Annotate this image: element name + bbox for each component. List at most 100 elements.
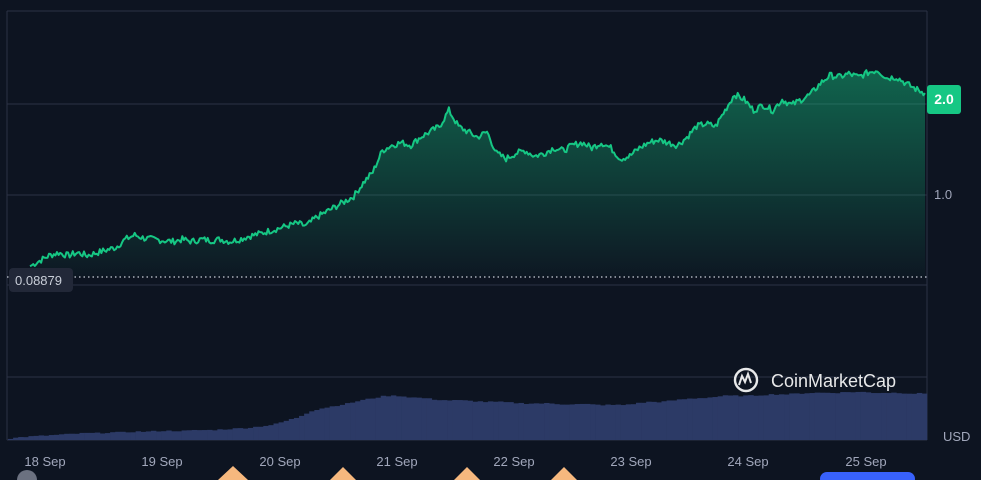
volume-bar (477, 401, 484, 440)
volume-bar (181, 430, 187, 440)
volume-bar (339, 404, 346, 440)
volume-bar (130, 432, 136, 440)
volume-bar (411, 397, 417, 440)
volume-bar (860, 391, 867, 440)
volume-bar (758, 395, 764, 440)
volume-bar (79, 432, 85, 440)
volume-bar (763, 395, 770, 440)
volume-bar (283, 420, 290, 440)
volume-bar (247, 427, 254, 440)
volume-bar (855, 391, 861, 440)
volume-bar (416, 397, 422, 440)
volume-bar (661, 401, 667, 440)
volume-bar (13, 437, 19, 440)
volume-bar (99, 433, 106, 440)
volume-bar (574, 404, 581, 440)
volume-bar (299, 415, 305, 440)
volume-bar (406, 397, 412, 440)
volume-bar (503, 402, 509, 440)
event-marker-orange[interactable] (218, 466, 248, 480)
volume-bar (202, 430, 208, 440)
volume-bar (365, 398, 371, 440)
event-marker-gray[interactable] (17, 470, 37, 480)
volume-bar (875, 393, 882, 440)
volume-bar (232, 428, 239, 440)
volume-bar (472, 401, 479, 440)
volume-bar (426, 398, 433, 440)
event-marker-orange[interactable] (330, 467, 356, 480)
volume-bar (227, 429, 233, 440)
volume-bar (707, 397, 713, 440)
volume-bar (125, 432, 131, 440)
volume-bar (528, 403, 535, 440)
volume-bar (533, 403, 540, 440)
volume-bar (646, 401, 652, 440)
volume-bar (110, 432, 116, 440)
volume-bar (549, 403, 555, 440)
event-marker-orange[interactable] (454, 467, 480, 480)
volume-bar (161, 431, 167, 440)
volume-bar (166, 430, 172, 440)
volume-bar (487, 401, 494, 440)
volume-bar (697, 398, 703, 440)
volume-bar (870, 393, 877, 440)
volume-bar (329, 406, 336, 440)
volume-bar (651, 401, 657, 440)
volume-bar (911, 393, 918, 440)
volume-bar (641, 402, 647, 440)
x-tick-label: 24 Sep (727, 454, 768, 469)
volume-bar (344, 403, 351, 440)
volume-bar (635, 402, 642, 440)
volume-bar (482, 402, 489, 440)
volume-bar (804, 393, 810, 440)
current-price-badge (927, 85, 961, 114)
volume-bar (431, 399, 438, 440)
volume-bar (799, 393, 805, 440)
volume-bar (732, 395, 739, 440)
volume-bar (33, 435, 39, 440)
volume-bar (850, 392, 856, 440)
volume-bar (176, 431, 182, 440)
volume-bar (53, 434, 60, 440)
volume-bar (508, 402, 514, 440)
volume-bar (355, 401, 361, 440)
volume-bars (8, 391, 928, 440)
volume-bar (523, 404, 530, 440)
volume-bar (94, 432, 101, 440)
y-tick-label: 1.0 (934, 187, 952, 202)
volume-bar (115, 431, 121, 440)
volume-bar (360, 399, 366, 440)
volume-bar (625, 404, 632, 440)
volume-bar (69, 433, 75, 440)
event-marker-orange[interactable] (551, 467, 577, 480)
volume-bar (258, 426, 264, 440)
volume-bar (222, 429, 228, 440)
volume-bar (768, 394, 775, 440)
volume-bar (518, 402, 524, 440)
volume-bar (293, 417, 300, 440)
volume-bar (840, 392, 846, 440)
volume-bar (278, 422, 284, 440)
volume-bar (835, 393, 841, 440)
volume-bar (620, 405, 627, 440)
volume-bar (314, 410, 320, 440)
volume-bar (273, 423, 279, 440)
volume-bar (554, 404, 560, 440)
volume-bar (891, 392, 897, 440)
volume-bar (584, 403, 591, 440)
volume-bar (605, 404, 611, 440)
x-tick-label: 18 Sep (24, 454, 65, 469)
price-area-fill (30, 70, 925, 277)
volume-bar (656, 402, 662, 440)
volume-bar (717, 396, 724, 440)
volume-bar (809, 393, 815, 440)
volume-bar (217, 429, 223, 440)
volume-bar (48, 435, 55, 440)
volume-bar (319, 408, 325, 440)
volume-bar (579, 403, 586, 440)
volume-bar (559, 404, 565, 440)
event-marker-blue[interactable] (820, 472, 915, 480)
volume-bar (824, 392, 831, 440)
currency-label: USD (943, 429, 970, 444)
